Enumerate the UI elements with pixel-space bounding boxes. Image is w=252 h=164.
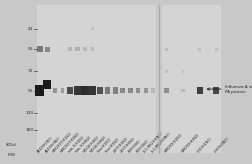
- Bar: [43, 80, 51, 90]
- Bar: [91, 27, 94, 30]
- Bar: [89, 86, 96, 95]
- Text: Influenza A virus
PA protein: Influenza A virus PA protein: [224, 85, 252, 93]
- Text: LLC-MK2(H3N2): LLC-MK2(H3N2): [149, 131, 171, 153]
- Text: (KDa): (KDa): [6, 144, 17, 147]
- Text: 180: 180: [25, 128, 33, 132]
- Bar: [44, 47, 50, 52]
- Text: HEK293(H3N2): HEK293(H3N2): [179, 132, 200, 153]
- Bar: [128, 88, 132, 93]
- Bar: [143, 88, 147, 93]
- Bar: [181, 70, 184, 73]
- Text: RD(H1N1): RD(H1N1): [127, 138, 142, 153]
- Text: MW: MW: [7, 153, 15, 156]
- Text: HEK293(H1N1): HEK293(H1N1): [163, 132, 183, 153]
- Bar: [120, 88, 125, 93]
- Text: 72: 72: [28, 69, 33, 73]
- Bar: [212, 87, 218, 94]
- Bar: [112, 87, 117, 94]
- Text: A549(H3N2): A549(H3N2): [44, 135, 61, 153]
- Text: 95: 95: [28, 89, 33, 92]
- Text: 293T(H3N2): 293T(H3N2): [119, 136, 136, 153]
- Text: 43: 43: [28, 27, 33, 31]
- Bar: [81, 86, 88, 95]
- Bar: [67, 87, 73, 94]
- Bar: [5, 5, 37, 153]
- Text: Huh-7(H1N1): Huh-7(H1N1): [67, 134, 85, 153]
- Bar: [196, 87, 202, 94]
- Bar: [35, 85, 44, 96]
- Text: 130: 130: [25, 111, 33, 115]
- Text: MDCK(H3N2): MDCK(H3N2): [89, 134, 107, 153]
- Text: HEK293T(H1N1): HEK293T(H1N1): [52, 131, 73, 153]
- Text: 55: 55: [27, 47, 33, 51]
- Text: CHO(H1N1): CHO(H1N1): [196, 136, 212, 153]
- Bar: [105, 87, 110, 94]
- Text: A549(H1N1): A549(H1N1): [37, 135, 54, 153]
- Bar: [37, 46, 43, 52]
- Text: Vero(H1N1): Vero(H1N1): [97, 136, 113, 153]
- Text: CHO(H3N2): CHO(H3N2): [212, 136, 229, 153]
- Bar: [164, 88, 168, 93]
- Bar: [97, 87, 103, 94]
- Bar: [74, 86, 81, 95]
- Text: Huh-7(H3N2): Huh-7(H3N2): [74, 134, 92, 153]
- Bar: [68, 47, 72, 51]
- Text: HEK293T(H3N2): HEK293T(H3N2): [59, 131, 81, 153]
- Text: LLC-MK2(H1N1): LLC-MK2(H1N1): [142, 131, 163, 153]
- Bar: [164, 70, 167, 73]
- Bar: [151, 89, 154, 92]
- Text: Vero(H3N2): Vero(H3N2): [104, 136, 120, 153]
- Text: 293T(H1N1): 293T(H1N1): [112, 136, 129, 153]
- Bar: [83, 48, 87, 51]
- Bar: [75, 47, 79, 51]
- Bar: [181, 89, 184, 92]
- Bar: [90, 48, 94, 51]
- Bar: [214, 48, 217, 51]
- Bar: [135, 88, 140, 93]
- Text: RD(H3N2): RD(H3N2): [135, 138, 149, 153]
- Bar: [53, 89, 56, 92]
- Bar: [197, 48, 200, 51]
- Bar: [60, 89, 64, 92]
- Text: MDCK(H1N1): MDCK(H1N1): [82, 134, 100, 153]
- Bar: [161, 5, 220, 153]
- Bar: [164, 48, 167, 51]
- Bar: [37, 5, 155, 153]
